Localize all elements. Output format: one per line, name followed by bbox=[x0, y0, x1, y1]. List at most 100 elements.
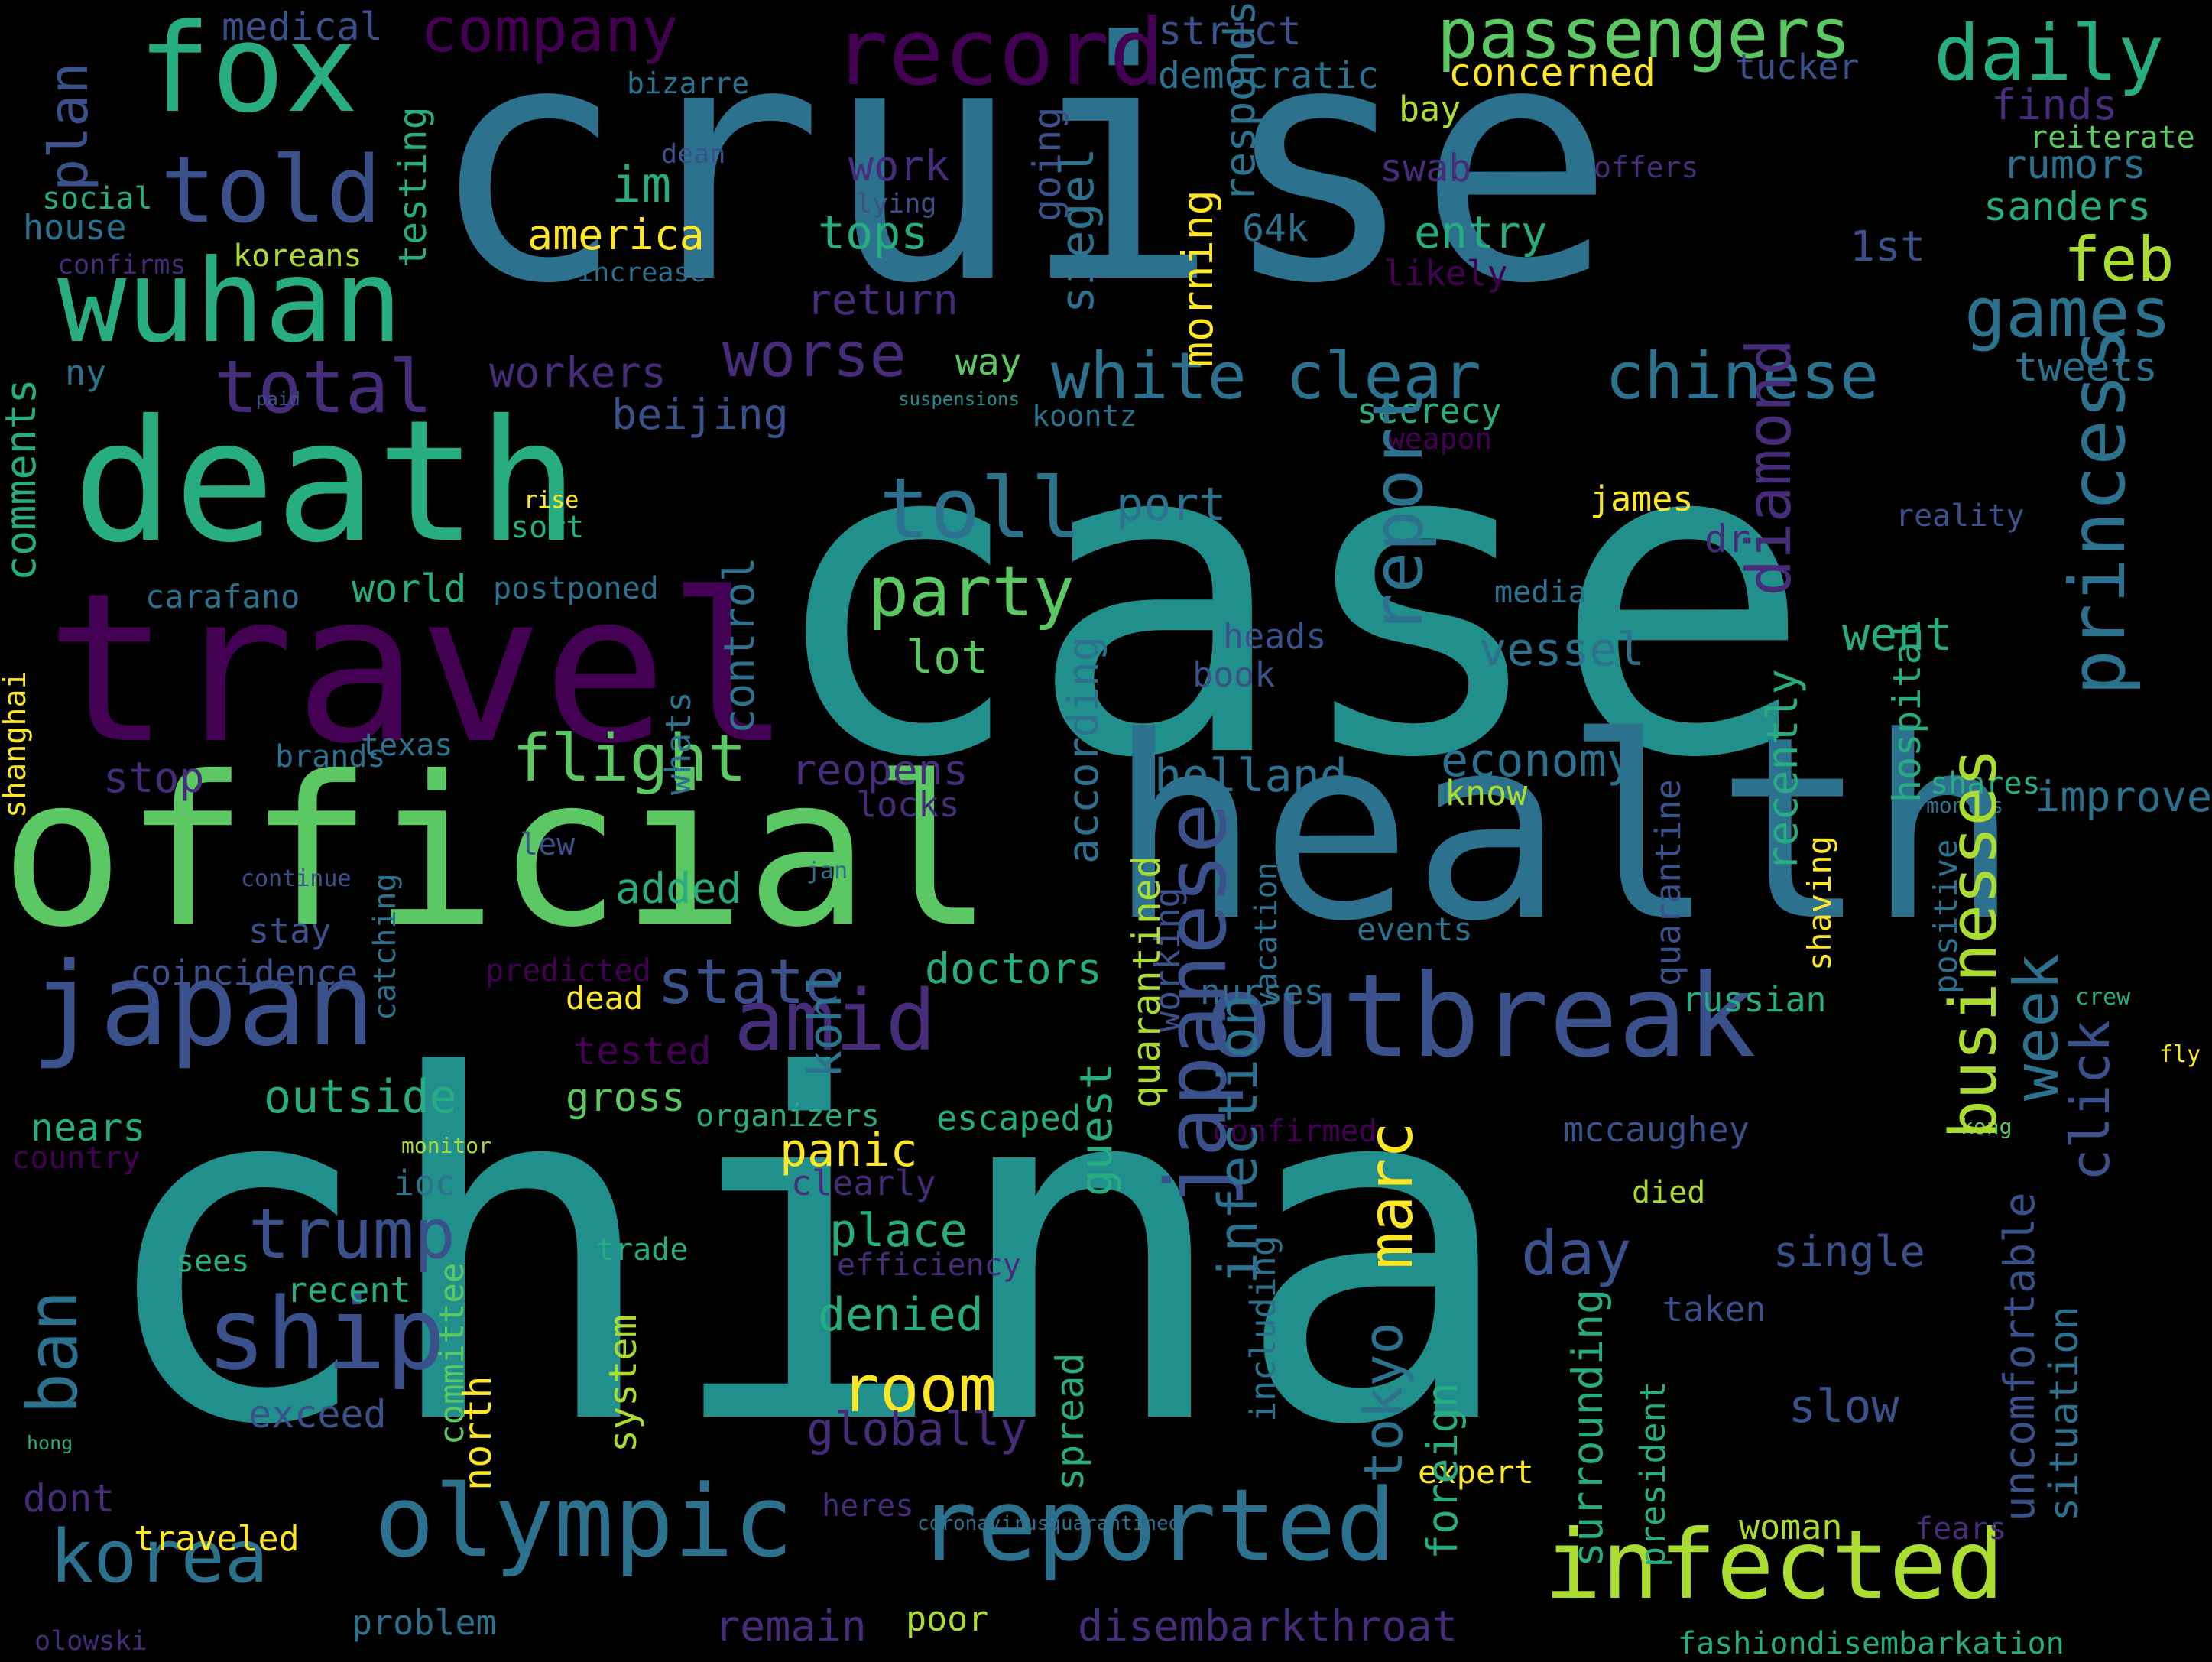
cloud-word: siegel bbox=[1051, 148, 1104, 313]
cloud-word: health bbox=[1108, 683, 2020, 976]
cloud-word: white clear bbox=[1051, 339, 1481, 414]
cloud-word: added bbox=[615, 864, 742, 913]
cloud-word: koontz bbox=[1032, 399, 1137, 433]
cloud-word: surrounding bbox=[1563, 1288, 1612, 1567]
cloud-word: rise bbox=[524, 487, 579, 514]
cloud-word: workers bbox=[489, 348, 667, 397]
cloud-word: reopens bbox=[791, 745, 968, 794]
cloud-word: doctors bbox=[925, 944, 1102, 993]
cloud-word: monitor bbox=[401, 1133, 492, 1158]
cloud-word: panic bbox=[780, 1124, 918, 1177]
cloud-word: dr bbox=[1704, 517, 1751, 561]
cloud-word: kong bbox=[1961, 1114, 2013, 1139]
cloud-word: testing bbox=[391, 106, 435, 268]
cloud-word: uncomfortable bbox=[1995, 1192, 2044, 1521]
cloud-word: morning bbox=[1173, 190, 1222, 367]
cloud-word: case bbox=[764, 346, 1814, 853]
cloud-word: olympic bbox=[375, 1463, 793, 1579]
cloud-word: spread bbox=[1048, 1352, 1092, 1491]
cloud-word: north bbox=[456, 1375, 500, 1491]
cloud-word: weapon bbox=[1387, 422, 1493, 456]
cloud-word: america bbox=[527, 210, 705, 259]
cloud-word: infected bbox=[1544, 1510, 2005, 1621]
cloud-word: diamond bbox=[1734, 338, 1805, 596]
cloud-word: vessel bbox=[1479, 623, 1645, 677]
cloud-word: marc bbox=[1355, 1122, 1426, 1269]
cloud-word: according bbox=[1059, 635, 1108, 864]
cloud-word: comments bbox=[0, 378, 45, 581]
cloud-word: exceed bbox=[248, 1392, 387, 1436]
cloud-word: predicted bbox=[485, 953, 651, 988]
cloud-word: dean bbox=[661, 139, 726, 170]
cloud-word: organizers bbox=[696, 1099, 880, 1134]
cloud-word: report bbox=[1358, 385, 1438, 635]
cloud-word: tops bbox=[818, 206, 929, 260]
cloud-word: fashiondisembarkation bbox=[1678, 1626, 2064, 1661]
cloud-word: nurses bbox=[1200, 972, 1325, 1012]
cloud-word: sort bbox=[511, 510, 585, 545]
cloud-word: nears bbox=[31, 1105, 146, 1150]
cloud-word: medical bbox=[222, 5, 383, 49]
cloud-word: gross bbox=[566, 1075, 686, 1121]
cloud-word: media bbox=[1494, 575, 1587, 610]
cloud-word: told bbox=[161, 138, 381, 244]
cloud-word: paid bbox=[256, 388, 300, 410]
cloud-word: locks bbox=[856, 784, 960, 825]
cloud-word: disembarkthroat bbox=[1078, 1602, 1458, 1651]
cloud-word: heres bbox=[822, 1488, 914, 1524]
cloud-word: beijing bbox=[611, 390, 789, 439]
cloud-word: room bbox=[841, 1352, 997, 1427]
cloud-word: lying bbox=[856, 189, 937, 219]
cloud-word: china bbox=[92, 978, 1519, 1529]
cloud-word: suspensions bbox=[898, 388, 1020, 410]
cloud-word: entry bbox=[1414, 206, 1548, 258]
cloud-word: denied bbox=[818, 1288, 984, 1342]
cloud-word: offers bbox=[1594, 151, 1699, 184]
cloud-word: sanders bbox=[1983, 184, 2152, 230]
cloud-word: positive bbox=[1927, 839, 1964, 994]
cloud-word: increase bbox=[577, 258, 706, 288]
cloud-word: months bbox=[1926, 793, 2004, 818]
cloud-word: taken bbox=[1662, 1289, 1766, 1329]
cloud-word: remain bbox=[715, 1602, 867, 1651]
cloud-word: stop bbox=[103, 753, 205, 802]
cloud-word: quarantined bbox=[1124, 855, 1169, 1109]
cloud-word: continue bbox=[241, 865, 352, 892]
cloud-word: chinese bbox=[1605, 339, 1880, 414]
cloud-word: went bbox=[1842, 608, 1953, 661]
cloud-word: woman bbox=[1739, 1507, 1843, 1547]
cloud-word: brands bbox=[275, 739, 386, 774]
cloud-word: hospital bbox=[1885, 618, 1929, 803]
cloud-word: quarantine bbox=[1648, 779, 1688, 986]
cloud-word: finds bbox=[1991, 80, 2118, 129]
cloud-word: work bbox=[848, 141, 950, 190]
cloud-word: tested bbox=[573, 1029, 712, 1073]
cloud-word: rumors bbox=[2003, 142, 2146, 188]
cloud-word: guest bbox=[1070, 1063, 1122, 1196]
cloud-word: heads bbox=[1223, 616, 1327, 657]
cloud-word: recently bbox=[1758, 669, 1807, 872]
cloud-word: dont bbox=[23, 1476, 115, 1521]
cloud-word: shaving bbox=[1801, 835, 1838, 971]
cloud-word: situation bbox=[2042, 1306, 2087, 1521]
cloud-word: events bbox=[1357, 911, 1473, 948]
cloud-word: 64k bbox=[1242, 207, 1309, 250]
cloud-word: record bbox=[833, 0, 1165, 106]
cloud-word: ship bbox=[206, 1276, 446, 1392]
cloud-word: plan bbox=[37, 62, 100, 191]
cloud-word: james bbox=[1590, 479, 1694, 519]
cloud-word: including bbox=[1243, 1235, 1283, 1422]
cloud-word: official bbox=[0, 732, 994, 972]
cloud-word: poor bbox=[906, 1599, 989, 1639]
cloud-word: 1st bbox=[1850, 222, 1926, 271]
cloud-word: foreign bbox=[1418, 1382, 1467, 1560]
cloud-word: catching bbox=[368, 873, 403, 1021]
cloud-word: likely bbox=[1383, 253, 1508, 294]
cloud-word: concerned bbox=[1448, 50, 1656, 95]
cloud-word: system bbox=[601, 1314, 645, 1453]
cloud-word: secrecy bbox=[1357, 391, 1502, 431]
cloud-word: reported bbox=[917, 1467, 1396, 1583]
cloud-word: know bbox=[1445, 773, 1528, 813]
cloud-word: whats bbox=[658, 691, 699, 795]
